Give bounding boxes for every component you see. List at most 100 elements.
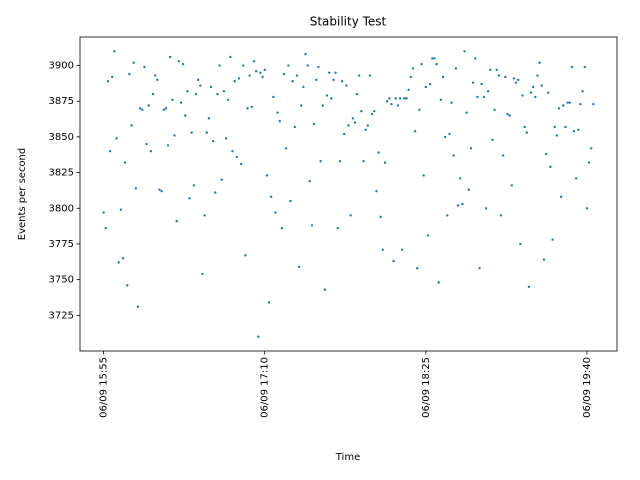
point	[559, 195, 563, 199]
point	[126, 284, 129, 287]
point	[190, 131, 193, 134]
point	[590, 147, 593, 150]
point	[424, 85, 428, 89]
point	[209, 85, 213, 89]
point	[504, 75, 507, 79]
point	[525, 131, 528, 134]
point	[577, 128, 580, 131]
point	[308, 179, 312, 183]
point	[345, 84, 348, 87]
point	[461, 202, 464, 206]
point	[587, 161, 591, 164]
point	[188, 197, 191, 200]
x-tick-label: 06/09 18:25	[421, 357, 432, 418]
point	[435, 62, 438, 66]
point	[156, 78, 159, 82]
point	[396, 104, 400, 107]
point	[564, 125, 567, 129]
point	[132, 61, 135, 64]
point	[465, 111, 468, 114]
point	[184, 114, 187, 117]
point	[136, 305, 140, 308]
point	[489, 68, 492, 72]
point	[523, 125, 526, 129]
point	[521, 94, 524, 97]
point	[321, 104, 324, 107]
x-axis-label: Time	[335, 452, 360, 463]
x-tick-label: 06/09 17:10	[260, 357, 271, 418]
point	[547, 91, 550, 94]
point	[194, 92, 198, 96]
point	[553, 125, 556, 129]
point	[196, 78, 200, 82]
point	[458, 177, 462, 180]
point	[269, 195, 273, 199]
point	[572, 130, 576, 133]
point	[379, 215, 382, 219]
point	[377, 151, 380, 154]
point	[121, 257, 125, 260]
point	[304, 52, 307, 56]
point	[216, 92, 219, 96]
point	[493, 108, 496, 111]
point	[203, 214, 206, 217]
point	[229, 55, 232, 59]
point	[276, 111, 279, 114]
point	[557, 107, 561, 110]
y-tick-label: 3750	[49, 275, 74, 286]
point	[145, 142, 148, 146]
point	[364, 128, 367, 131]
point	[334, 71, 337, 74]
point	[310, 224, 314, 227]
point	[544, 152, 548, 156]
point	[186, 90, 189, 93]
point	[158, 188, 161, 191]
point	[407, 88, 410, 92]
point	[143, 65, 146, 69]
point	[291, 80, 294, 83]
point	[443, 135, 447, 139]
point	[566, 101, 569, 104]
point	[138, 107, 142, 110]
point	[568, 101, 571, 104]
point	[220, 178, 223, 181]
point	[130, 124, 133, 127]
point	[373, 110, 376, 113]
point	[446, 214, 449, 217]
point	[134, 187, 138, 190]
point	[289, 199, 292, 203]
point	[491, 138, 494, 141]
point	[362, 159, 365, 163]
y-tick-label: 3825	[49, 168, 74, 179]
point	[330, 97, 333, 100]
point	[355, 92, 359, 96]
point	[280, 227, 284, 230]
point	[115, 137, 118, 140]
point	[542, 258, 546, 261]
point	[317, 65, 320, 69]
point	[108, 149, 112, 153]
point	[405, 97, 408, 100]
point	[119, 208, 123, 211]
point	[437, 281, 440, 284]
point	[302, 85, 305, 89]
point	[351, 117, 354, 120]
point	[418, 108, 421, 111]
point	[570, 65, 574, 69]
point	[574, 177, 578, 180]
point	[306, 64, 309, 67]
point	[285, 147, 288, 150]
point	[171, 98, 174, 102]
point	[235, 155, 239, 159]
point	[534, 95, 537, 99]
point	[484, 207, 488, 210]
point	[416, 267, 419, 270]
point	[394, 97, 397, 100]
point	[370, 112, 374, 116]
point	[224, 137, 228, 140]
point	[111, 75, 114, 79]
point	[422, 174, 425, 177]
point	[499, 214, 503, 217]
plot-frame	[79, 36, 618, 352]
point	[207, 117, 211, 120]
